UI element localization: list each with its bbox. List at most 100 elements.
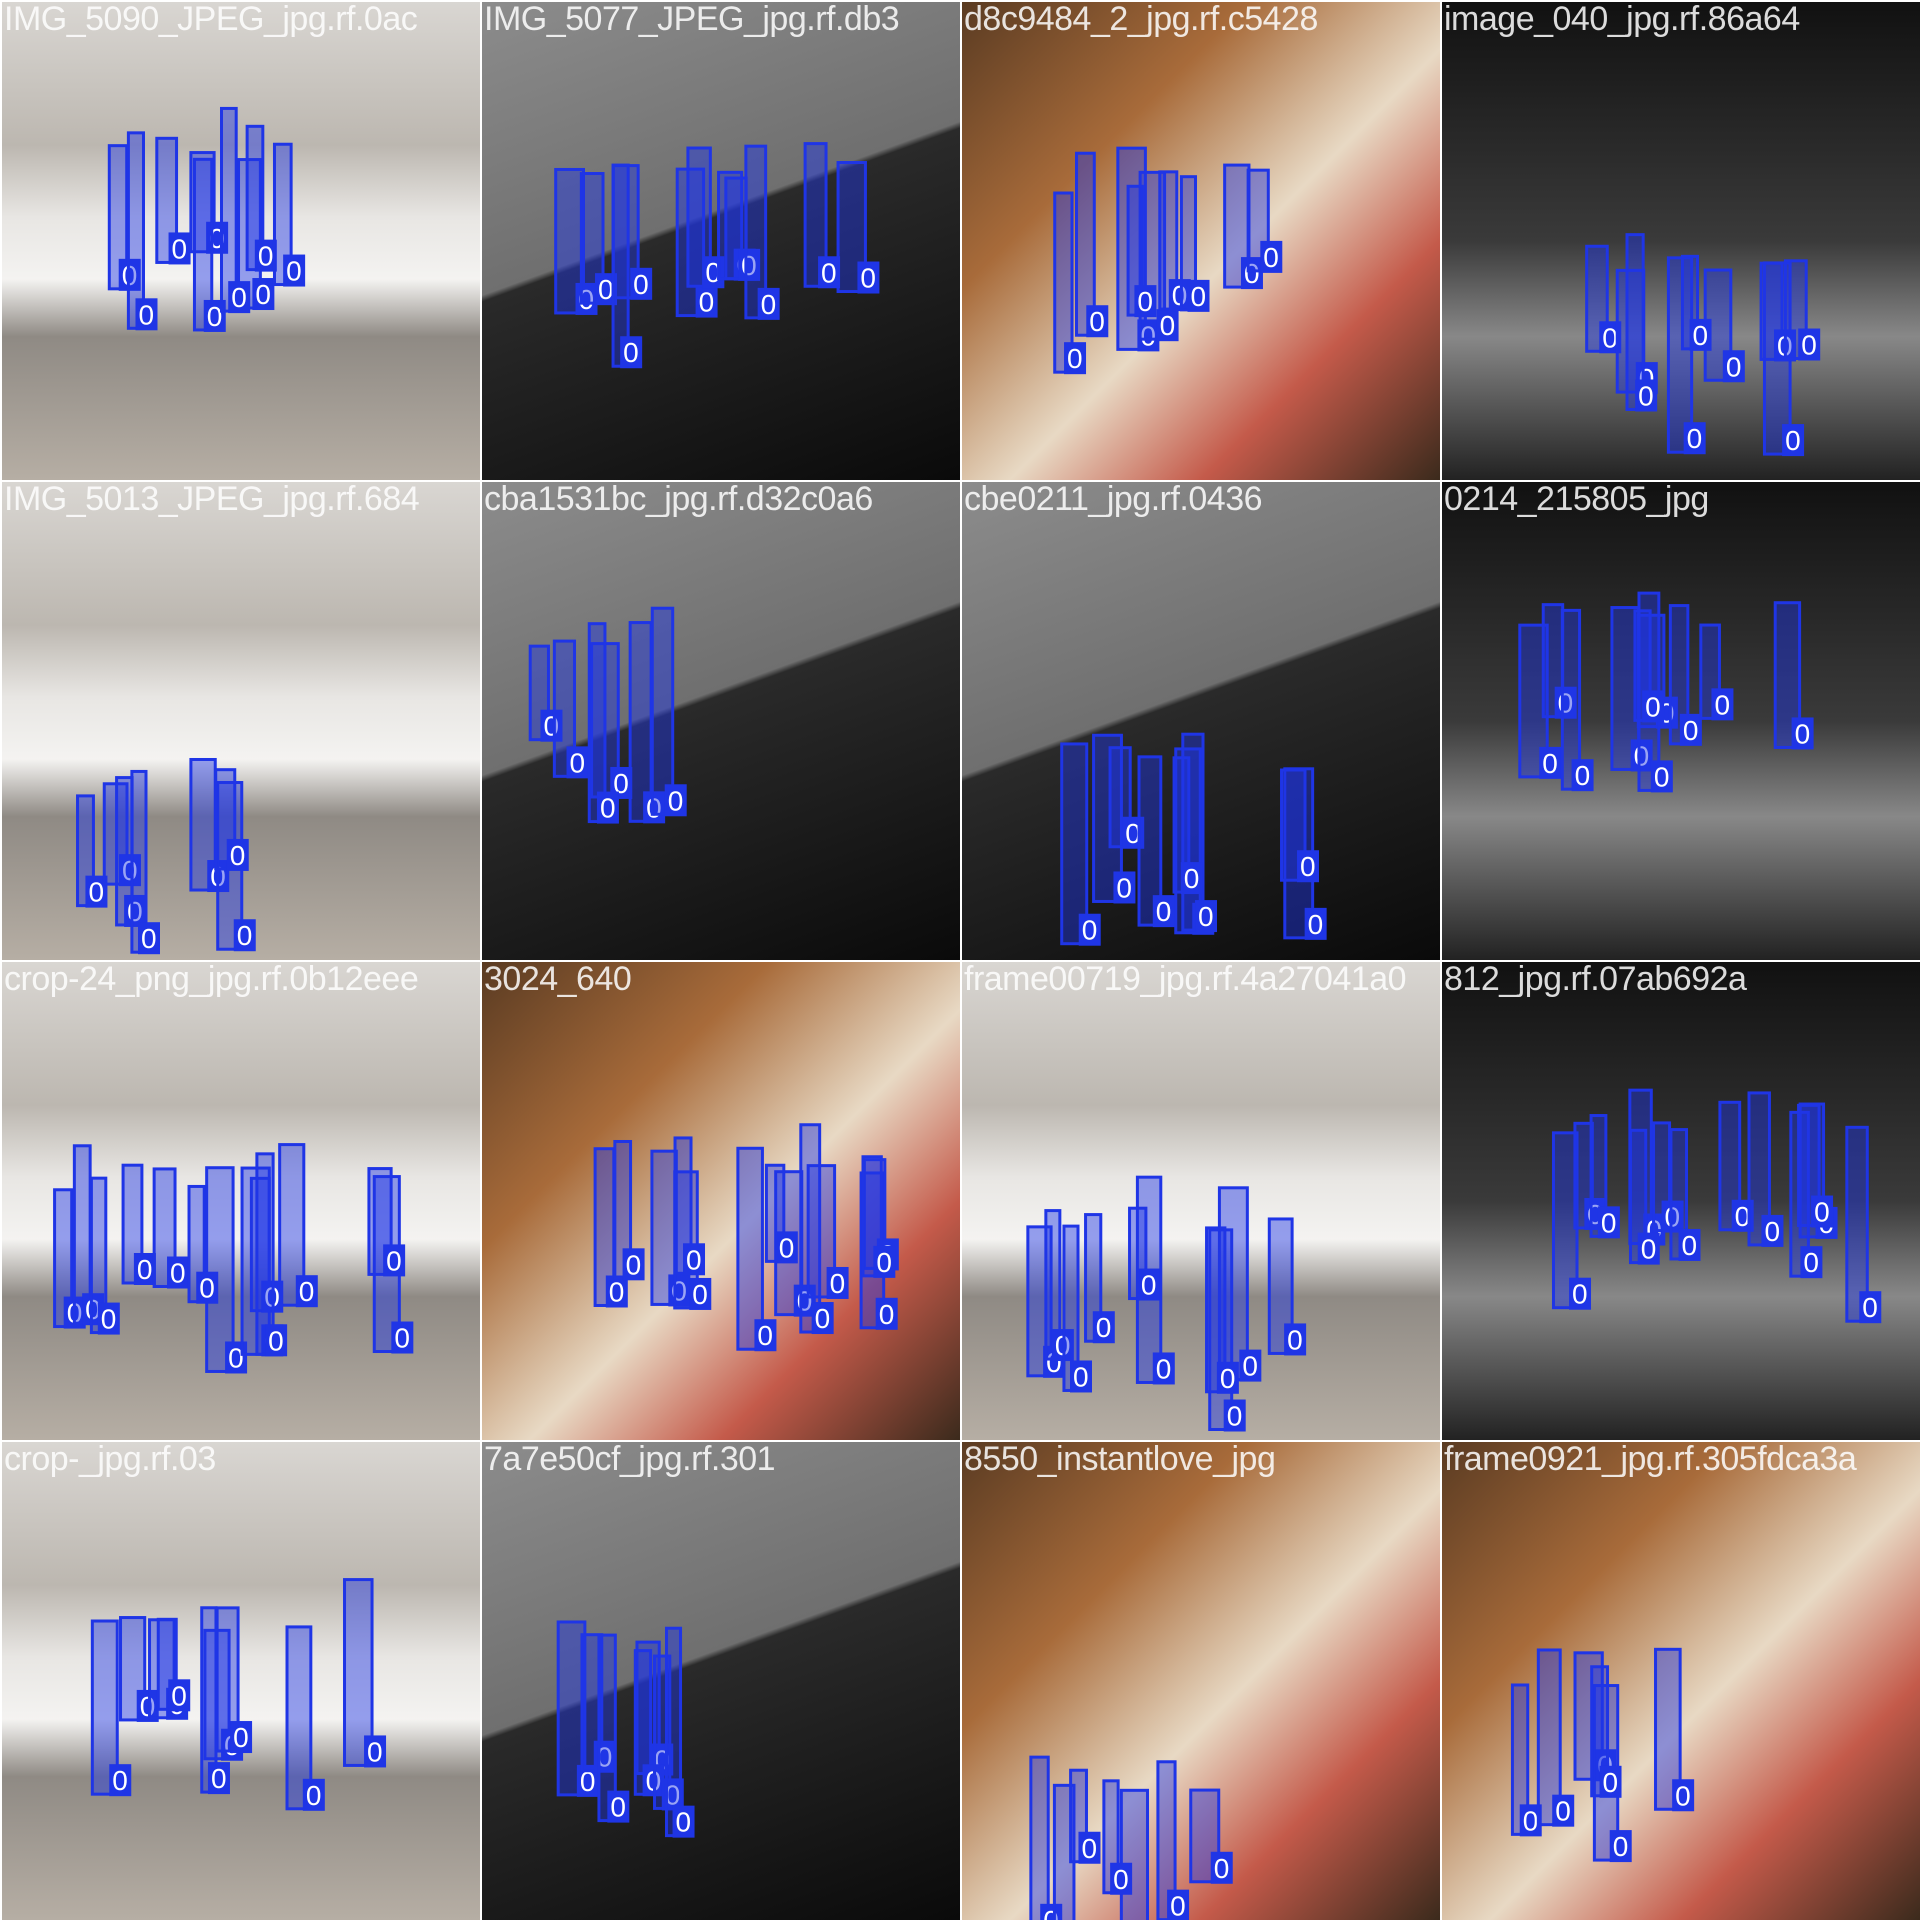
book-detection-box: 0 bbox=[650, 1149, 691, 1307]
tile-filename: crop-24_png_jpg.rf.0b12eee bbox=[4, 962, 419, 998]
book-detection-box: 0 bbox=[579, 172, 618, 306]
class-label: 0 bbox=[1089, 306, 1105, 337]
tile-photo bbox=[482, 2, 960, 480]
book-detection-box: 0 bbox=[1560, 608, 1594, 792]
class-label: 0 bbox=[1714, 689, 1730, 720]
mosaic-tile: 00000008550_instantlove_jpg bbox=[962, 1442, 1440, 1920]
class-label: 0 bbox=[1220, 1363, 1236, 1394]
class-label: 0 bbox=[1735, 1201, 1751, 1232]
tile-filename: IMG_5077_JPEG_jpg.rf.db3 bbox=[484, 2, 900, 38]
class-label: 0 bbox=[237, 920, 253, 951]
book-detection-box: 0 bbox=[803, 142, 841, 289]
class-label: 0 bbox=[1184, 863, 1200, 894]
class-label: 0 bbox=[1170, 1891, 1186, 1920]
class-label: 0 bbox=[1683, 715, 1699, 746]
class-label: 0 bbox=[600, 793, 616, 824]
book-detection-box: 0 bbox=[76, 794, 108, 908]
book-detection-box: 0 bbox=[1652, 1121, 1684, 1233]
class-label: 0 bbox=[1613, 1831, 1629, 1862]
book-detection-box: 0 bbox=[90, 1619, 132, 1797]
book-detection-box: 0 bbox=[736, 1146, 777, 1352]
class-label: 0 bbox=[1198, 901, 1214, 932]
book-detection-box: 0 bbox=[155, 136, 191, 265]
book-detection-box: 0 bbox=[806, 1164, 849, 1299]
tile-filename: 0214_215805_jpg bbox=[1444, 482, 1709, 518]
mosaic-tile: 0 0 0 0 0 0 0 0 0 0 0214_215805_jpg bbox=[1442, 482, 1920, 960]
tile-photo bbox=[2, 2, 480, 480]
tile-filename: crop-_jpg.rf.03 bbox=[4, 1442, 216, 1478]
class-label: 0 bbox=[1227, 1401, 1243, 1432]
class-label: 0 bbox=[1156, 896, 1172, 927]
book-detection-box: 0 bbox=[1510, 1683, 1542, 1837]
tile-photo bbox=[2, 1442, 480, 1920]
book-detection-box: 0 bbox=[1783, 259, 1821, 361]
tile-photo bbox=[482, 1442, 960, 1920]
tile-filename: IMG_5090_JPEG_jpg.rf.0ac bbox=[4, 2, 418, 38]
class-label: 0 bbox=[211, 1763, 227, 1794]
tile-filename: 812_jpg.rf.07ab692a bbox=[1444, 962, 1747, 998]
book-detection-box: 0 bbox=[1536, 1648, 1575, 1827]
class-label: 0 bbox=[626, 1249, 642, 1280]
class-label: 0 bbox=[1172, 280, 1188, 311]
book-detection-box: 0 bbox=[1053, 191, 1087, 375]
mosaic-tile: 0 0 0 0 0 0 0 7a7e50cf_jpg.rf.301 bbox=[482, 1442, 960, 1920]
book-detection-box: 0 bbox=[1699, 623, 1734, 721]
book-detection-box: 0 bbox=[556, 1620, 599, 1797]
class-label: 0 bbox=[1814, 1197, 1830, 1228]
book-detection-box: 0 bbox=[89, 1176, 120, 1335]
class-label: 0 bbox=[1682, 1230, 1698, 1261]
book-detection-box: 0 bbox=[611, 163, 643, 369]
class-label: 0 bbox=[101, 1304, 117, 1335]
book-detection-box: 0 bbox=[215, 1606, 253, 1754]
class-label: 0 bbox=[137, 1254, 153, 1285]
book-detection-box: 0 bbox=[1589, 1114, 1620, 1239]
book-detection-box: 0 bbox=[686, 146, 725, 289]
book-detection-box: 0 bbox=[552, 639, 589, 779]
tile-filename: frame0921_jpg.rf.305fdca3a bbox=[1444, 1442, 1857, 1478]
class-label: 0 bbox=[1603, 1767, 1619, 1798]
book-detection-box: 0 bbox=[1703, 268, 1745, 383]
class-label: 0 bbox=[1116, 872, 1132, 903]
book-detection-box: 0 bbox=[1060, 742, 1101, 946]
book-detection-box: 0 bbox=[1102, 1779, 1133, 1895]
mosaic-tile: 0 0 0 0 0 0 0 0 0 IMG_5090_JPEG_jpg.rf.0ac bbox=[2, 2, 480, 480]
class-label: 0 bbox=[1572, 1279, 1588, 1310]
book-detection-box: 0 bbox=[1718, 1100, 1754, 1232]
book-detection-box: 0 bbox=[200, 1606, 230, 1795]
mosaic-tile: 0 0 0 0 0 0 cba1531bc_jpg.rf.d32c0a6 bbox=[482, 482, 960, 960]
book-detection-box: 0 bbox=[1666, 256, 1706, 455]
class-label: 0 bbox=[598, 274, 614, 305]
class-label: 0 bbox=[138, 299, 154, 330]
book-detection-box: 0 bbox=[272, 142, 306, 287]
book-detection-box: 0 bbox=[156, 1617, 191, 1712]
book-detection-box: 0 bbox=[613, 1139, 645, 1281]
book-detection-box: 0 bbox=[1551, 1131, 1592, 1310]
class-label: 0 bbox=[1082, 915, 1098, 946]
book-detection-box: 0 bbox=[597, 1633, 630, 1823]
class-label: 0 bbox=[306, 1780, 322, 1811]
tile-photo bbox=[962, 1442, 1440, 1920]
book-detection-box: 0 bbox=[1172, 756, 1203, 895]
book-detection-box: 0 bbox=[1246, 168, 1283, 273]
class-label: 0 bbox=[88, 877, 104, 908]
book-detection-box: 0 bbox=[152, 1167, 190, 1289]
book-detection-box: 0 bbox=[675, 167, 718, 318]
class-label: 0 bbox=[394, 1323, 410, 1354]
class-label: 0 bbox=[255, 279, 271, 310]
class-label: 0 bbox=[268, 1325, 284, 1356]
class-label: 0 bbox=[231, 282, 247, 313]
class-label: 0 bbox=[1726, 351, 1742, 382]
class-label: 0 bbox=[171, 1680, 187, 1711]
class-label: 0 bbox=[367, 1736, 383, 1767]
book-detection-box: 0 bbox=[673, 1136, 706, 1276]
book-detection-box: 0 bbox=[1747, 1091, 1784, 1247]
book-detection-box: 0 bbox=[285, 1625, 325, 1811]
class-label: 0 bbox=[199, 1273, 215, 1304]
